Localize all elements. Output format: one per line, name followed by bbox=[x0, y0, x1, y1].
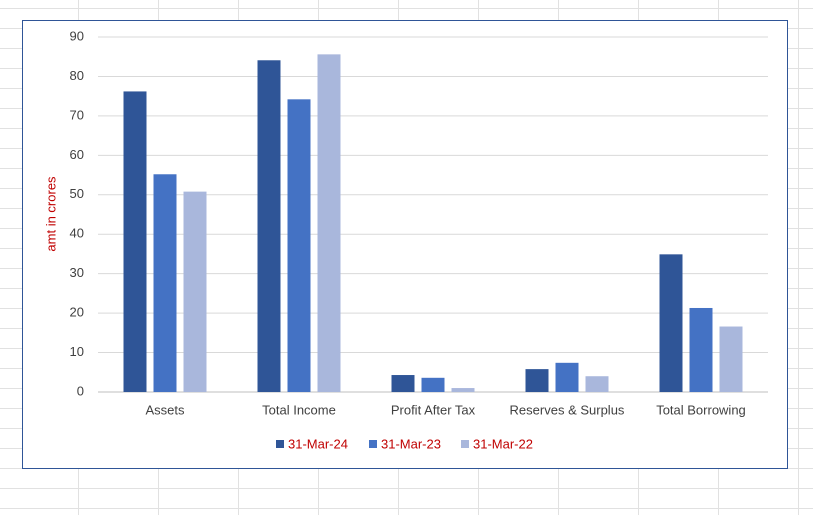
x-tick-label: Assets bbox=[145, 402, 185, 417]
y-axis-label: amt in crores bbox=[43, 176, 58, 252]
legend-marker bbox=[276, 440, 284, 448]
bar bbox=[555, 362, 579, 392]
bar bbox=[153, 174, 177, 392]
legend-marker bbox=[369, 440, 377, 448]
bar bbox=[659, 254, 683, 392]
y-tick-label: 10 bbox=[70, 344, 84, 359]
y-tick-label: 70 bbox=[70, 107, 84, 122]
bar bbox=[719, 326, 743, 392]
bar bbox=[391, 375, 415, 392]
legend-label: 31-Mar-24 bbox=[288, 436, 348, 451]
y-tick-label: 20 bbox=[70, 305, 84, 320]
x-tick-label: Total Borrowing bbox=[656, 402, 746, 417]
x-tick-label: Reserves & Surplus bbox=[510, 402, 625, 417]
legend-marker bbox=[461, 440, 469, 448]
x-tick-label: Total Income bbox=[262, 402, 336, 417]
bar bbox=[689, 307, 713, 392]
bar bbox=[421, 377, 445, 392]
bar bbox=[183, 191, 207, 392]
bar bbox=[525, 369, 549, 392]
bar bbox=[123, 91, 147, 392]
bar bbox=[317, 54, 341, 392]
bar bbox=[451, 388, 475, 392]
chart-frame bbox=[22, 20, 788, 469]
y-tick-label: 80 bbox=[70, 68, 84, 83]
y-tick-label: 30 bbox=[70, 265, 84, 280]
x-tick-label: Profit After Tax bbox=[391, 402, 476, 417]
y-tick-label: 90 bbox=[70, 28, 84, 43]
y-tick-label: 40 bbox=[70, 226, 84, 241]
bar bbox=[585, 376, 609, 392]
bar bbox=[257, 60, 281, 393]
y-tick-label: 60 bbox=[70, 147, 84, 162]
legend-label: 31-Mar-23 bbox=[381, 436, 441, 451]
y-tick-label: 0 bbox=[77, 383, 84, 398]
y-tick-label: 50 bbox=[70, 186, 84, 201]
bar bbox=[287, 99, 311, 393]
legend-label: 31-Mar-22 bbox=[473, 436, 533, 451]
